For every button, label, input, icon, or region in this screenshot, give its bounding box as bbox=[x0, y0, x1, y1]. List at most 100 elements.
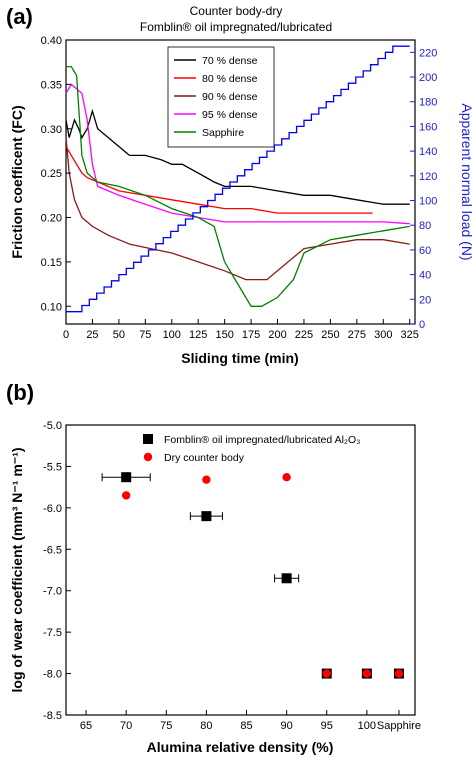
x-tick-label-b-2: 75 bbox=[160, 720, 172, 732]
x-tick-label-b-5: 90 bbox=[281, 720, 293, 732]
x-tick-label-a-3: 75 bbox=[139, 329, 151, 341]
panel-a: (a) Counter body-dry Fomblin® oil impreg… bbox=[6, 4, 474, 366]
legend-a-label-1: 80 % dense bbox=[202, 73, 258, 85]
x-tick-label-b-4: 85 bbox=[240, 720, 252, 732]
y2-tick-label-a-9: 180 bbox=[419, 97, 437, 109]
legend-b-marker-square bbox=[143, 434, 153, 444]
y-tick-label-b-4: -7.0 bbox=[43, 586, 62, 598]
plot-b-series bbox=[101, 472, 404, 679]
x-tick-label-a-0: 0 bbox=[63, 329, 69, 341]
x-tick-label-a-4: 100 bbox=[163, 329, 181, 341]
y2-tick-label-a-5: 100 bbox=[419, 196, 437, 208]
x-axis-b-ticks: 65 70 75 80 85 90 95 100 Sapphire bbox=[80, 710, 421, 732]
y2-tick-label-a-11: 220 bbox=[419, 47, 437, 59]
x-tick-label-a-1: 25 bbox=[86, 329, 98, 341]
scatter-square-2 bbox=[281, 573, 292, 584]
y-tick-label-a-1: 0.15 bbox=[41, 257, 62, 269]
series-line-a-3 bbox=[65, 83, 410, 225]
legend-a-label-3: 95 % dense bbox=[202, 109, 258, 121]
y-tick-label-b-5: -7.5 bbox=[43, 627, 62, 639]
x-tick-label-b-0: 65 bbox=[80, 720, 92, 732]
y-axis-b-ticks: -5.0 -5.5 -6.0 -6.5 -7.0 -7.5 -8.0 -8.5 bbox=[43, 420, 71, 722]
y2-tick-label-a-3: 60 bbox=[419, 245, 431, 257]
x-tick-label-a-7: 175 bbox=[242, 329, 260, 341]
y2-tick-label-a-6: 120 bbox=[419, 171, 437, 183]
scatter-circle-3 bbox=[322, 669, 331, 678]
y-tick-label-a-6: 0.40 bbox=[41, 35, 62, 47]
x-tick-label-a-13: 325 bbox=[401, 329, 419, 341]
legend-b-entries: Fomblin® oil impregnated/lubricated Al₂O… bbox=[143, 434, 360, 464]
x-tick-label-b-3: 80 bbox=[200, 720, 212, 732]
y-axis-b-label: log of wear coefficient (mm³ N⁻¹ m⁻¹) bbox=[9, 447, 25, 692]
y-tick-label-b-3: -6.5 bbox=[43, 544, 62, 556]
plot-b-frame bbox=[65, 424, 416, 716]
scatter-circle-0 bbox=[121, 491, 131, 500]
legend-b: Fomblin® oil impregnated/lubricated Al₂O… bbox=[143, 434, 360, 464]
x-axis-a-label: Sliding time (min) bbox=[181, 350, 298, 366]
series-line-a-4 bbox=[66, 65, 410, 307]
x-tick-label-a-11: 275 bbox=[348, 329, 366, 341]
legend-a-label-0: 70 % dense bbox=[202, 55, 258, 67]
y2-tick-label-a-0: 0 bbox=[419, 319, 425, 331]
legend-b-label-0: Fomblin® oil impregnated/lubricated Al₂O… bbox=[164, 434, 360, 446]
y2-tick-label-a-1: 20 bbox=[419, 294, 431, 306]
x-tick-label-a-2: 50 bbox=[113, 329, 125, 341]
y2-tick-label-a-2: 40 bbox=[419, 270, 431, 282]
series-line-a-1 bbox=[65, 146, 373, 214]
y-tick-label-a-5: 0.35 bbox=[41, 79, 62, 91]
legend-a-box bbox=[167, 46, 275, 148]
y2-tick-label-a-10: 200 bbox=[419, 72, 437, 84]
y2-tick-label-a-4: 80 bbox=[419, 220, 431, 232]
legend-b-label-1: Dry counter body bbox=[164, 452, 245, 464]
scatter-circle-5 bbox=[394, 669, 404, 678]
x-tick-label-a-10: 250 bbox=[321, 329, 339, 341]
x-tick-label-b-1: 70 bbox=[120, 720, 132, 732]
y-tick-label-a-2: 0.20 bbox=[41, 213, 62, 225]
series-line-a-0 bbox=[65, 108, 410, 205]
chart-title-line1: Counter body-dry bbox=[190, 4, 283, 18]
x-tick-label-b-6: 95 bbox=[321, 720, 333, 732]
x-tick-label-a-5: 125 bbox=[189, 329, 207, 341]
y-tick-label-b-1: -5.5 bbox=[43, 461, 62, 473]
scatter-circle-1 bbox=[202, 475, 211, 484]
y-tick-label-b-6: -8.0 bbox=[43, 669, 62, 681]
y-tick-label-a-0: 0.10 bbox=[41, 301, 62, 313]
series-line-a-5 bbox=[66, 45, 410, 313]
scatter-circle-2 bbox=[282, 473, 291, 482]
y-tick-label-b-0: -5.0 bbox=[43, 420, 62, 432]
panel-b: (b) 65 70 75 80 85 90 95 100 Sapphire -5.0 -5.5 -6… bbox=[6, 380, 421, 755]
y-axis-a-ticks: 0.10 0.15 0.20 0.25 0.30 0.35 0.40 bbox=[41, 35, 71, 313]
plot-a-series bbox=[65, 45, 410, 313]
panel-a-label: (a) bbox=[6, 4, 33, 29]
x-tick-label-a-8: 200 bbox=[268, 329, 286, 341]
y-axis-a-label: Friction coefficent (FC) bbox=[9, 105, 25, 258]
chart-title-line2: Fomblin® oil impregnated/lubricated bbox=[140, 20, 332, 34]
y2-axis-a-ticks: 0 20 40 60 80 100 120 140 160 180 200 220 bbox=[410, 47, 437, 331]
x-tick-label-a-6: 150 bbox=[215, 329, 233, 341]
legend-a-entries: 70 % dense 80 % dense 90 % dense 95 % dense… bbox=[174, 55, 258, 139]
x-tick-label-b-8: Sapphire bbox=[377, 720, 421, 732]
scatter-square-1 bbox=[201, 511, 212, 522]
legend-a-label-2: 90 % dense bbox=[202, 91, 258, 103]
legend-a: 70 % dense 80 % dense 90 % dense 95 % dense… bbox=[167, 46, 275, 148]
x-axis-b-label: Alumina relative density (%) bbox=[147, 739, 334, 755]
x-axis-a-ticks: 0 25 50 75 100 125 150 175 200 225 250 275 300 325 bbox=[63, 319, 419, 341]
y-tick-label-b-7: -8.5 bbox=[43, 710, 62, 722]
plot-a-frame bbox=[65, 39, 416, 325]
y2-tick-label-a-8: 160 bbox=[419, 121, 437, 133]
x-tick-label-a-9: 225 bbox=[295, 329, 313, 341]
x-tick-label-a-12: 300 bbox=[374, 329, 392, 341]
y-tick-label-b-2: -6.0 bbox=[43, 503, 62, 515]
y2-tick-label-a-7: 140 bbox=[419, 146, 437, 158]
legend-b-marker-circle bbox=[143, 452, 153, 462]
y-tick-label-a-4: 0.30 bbox=[41, 124, 62, 136]
legend-a-label-4: Sapphire bbox=[202, 127, 244, 139]
y-tick-label-a-3: 0.25 bbox=[41, 168, 62, 180]
x-tick-label-b-7: 100 bbox=[358, 720, 376, 732]
series-line-a-2 bbox=[65, 137, 410, 281]
y2-axis-a-label: Apparent normal load (N) bbox=[459, 103, 474, 260]
panel-b-label: (b) bbox=[6, 380, 34, 405]
scatter-circle-4 bbox=[362, 669, 372, 678]
scatter-square-0 bbox=[121, 472, 132, 483]
